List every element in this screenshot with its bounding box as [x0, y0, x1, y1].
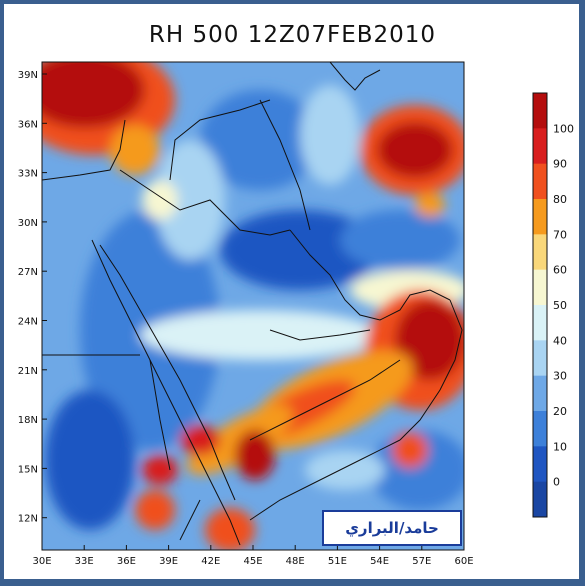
colorbar-label: 20	[553, 405, 567, 418]
field-blob	[135, 490, 175, 530]
arabia-west-coast	[99, 244, 236, 501]
colorbar-label: 0	[553, 476, 560, 489]
field-blob	[377, 122, 453, 178]
med-coast	[42, 119, 126, 181]
y-tick-label: 30N	[18, 218, 38, 229]
colorbar-label: 90	[553, 158, 567, 171]
border	[259, 99, 311, 231]
colorbar-label: 80	[553, 193, 567, 206]
x-tick-label: 39E	[159, 556, 178, 567]
colorbar-label: 50	[553, 299, 567, 312]
caspian	[329, 62, 381, 91]
x-tick-label: 48E	[286, 556, 305, 567]
y-tick-label: 24N	[18, 317, 38, 328]
x-tick-label: 42E	[201, 556, 220, 567]
field-blob	[142, 455, 178, 485]
colorbar-segment	[533, 481, 547, 518]
colorbar-segment	[533, 234, 547, 271]
colorbar-label: 60	[553, 264, 567, 277]
field-blob	[45, 390, 135, 530]
gulf-coast	[289, 229, 451, 321]
field-blob	[235, 430, 275, 480]
colorbar-segment	[533, 340, 547, 377]
field-blob	[340, 210, 460, 270]
field-blob	[205, 508, 255, 550]
colorbar-segment	[533, 305, 547, 341]
colorbar-segment	[533, 163, 547, 200]
y-tick-label: 12N	[18, 514, 38, 525]
field-blob	[395, 300, 464, 380]
field-blob	[42, 62, 145, 128]
x-tick-label: 45E	[243, 556, 262, 567]
colorbar-segment	[533, 199, 547, 235]
y-axis-ticks: 39N 36N 33N 30N 27N 24N 21N 18N 15N 12N	[18, 70, 47, 525]
y-tick-label: 27N	[18, 267, 38, 278]
x-tick-label: 51E	[328, 556, 347, 567]
south-coast	[249, 439, 401, 521]
colorbar-segment	[533, 446, 547, 483]
colorbar-segment	[533, 375, 547, 412]
humidity-field	[42, 62, 464, 550]
x-tick-label: 60E	[454, 556, 473, 567]
field-blob	[155, 140, 225, 260]
colorbar-label: 70	[553, 228, 567, 241]
y-tick-label: 36N	[18, 119, 38, 130]
field-blob	[415, 193, 445, 217]
colorbar-label: 10	[553, 440, 567, 453]
x-tick-label: 57E	[412, 556, 431, 567]
colorbar-border	[532, 92, 548, 518]
x-tick-label: 36E	[117, 556, 136, 567]
x-tick-label: 33E	[75, 556, 94, 567]
border	[269, 329, 371, 341]
border	[179, 499, 201, 541]
field-blob	[180, 425, 220, 455]
field-blob	[142, 180, 178, 220]
border	[149, 359, 171, 471]
y-tick-label: 39N	[18, 70, 38, 81]
field-blob	[300, 85, 360, 185]
field-blob	[220, 210, 380, 290]
colorbar-segment	[533, 93, 547, 129]
colorbar-label: 100	[553, 122, 574, 135]
x-axis-ticks: 30E 33E 36E 39E 42E 45E 48E 51E 54E 57E 60E	[32, 545, 474, 567]
credit-box: حامد/البراري	[322, 510, 462, 546]
field-blob	[140, 310, 380, 360]
oman-coast	[399, 299, 463, 441]
map-title: RH 500 12Z07FEB2010	[148, 22, 437, 48]
field-blob	[110, 125, 160, 175]
border	[119, 169, 291, 236]
y-tick-label: 15N	[18, 464, 38, 475]
colorbar-segment	[533, 128, 547, 165]
field-blob	[392, 432, 428, 468]
x-tick-label: 54E	[370, 556, 389, 567]
border	[169, 99, 271, 181]
y-tick-label: 21N	[18, 366, 38, 377]
colorbar-label: 40	[553, 334, 567, 347]
colorbar-label: 30	[553, 370, 567, 383]
field-blob	[305, 450, 385, 490]
border	[249, 359, 401, 441]
y-tick-label: 33N	[18, 169, 38, 180]
colorbar-segment	[533, 269, 547, 306]
colorbar-segment	[533, 411, 547, 447]
x-tick-label: 30E	[32, 556, 51, 567]
y-tick-label: 18N	[18, 415, 38, 426]
coastlines	[42, 62, 463, 546]
red-sea-west-coast	[91, 239, 241, 546]
